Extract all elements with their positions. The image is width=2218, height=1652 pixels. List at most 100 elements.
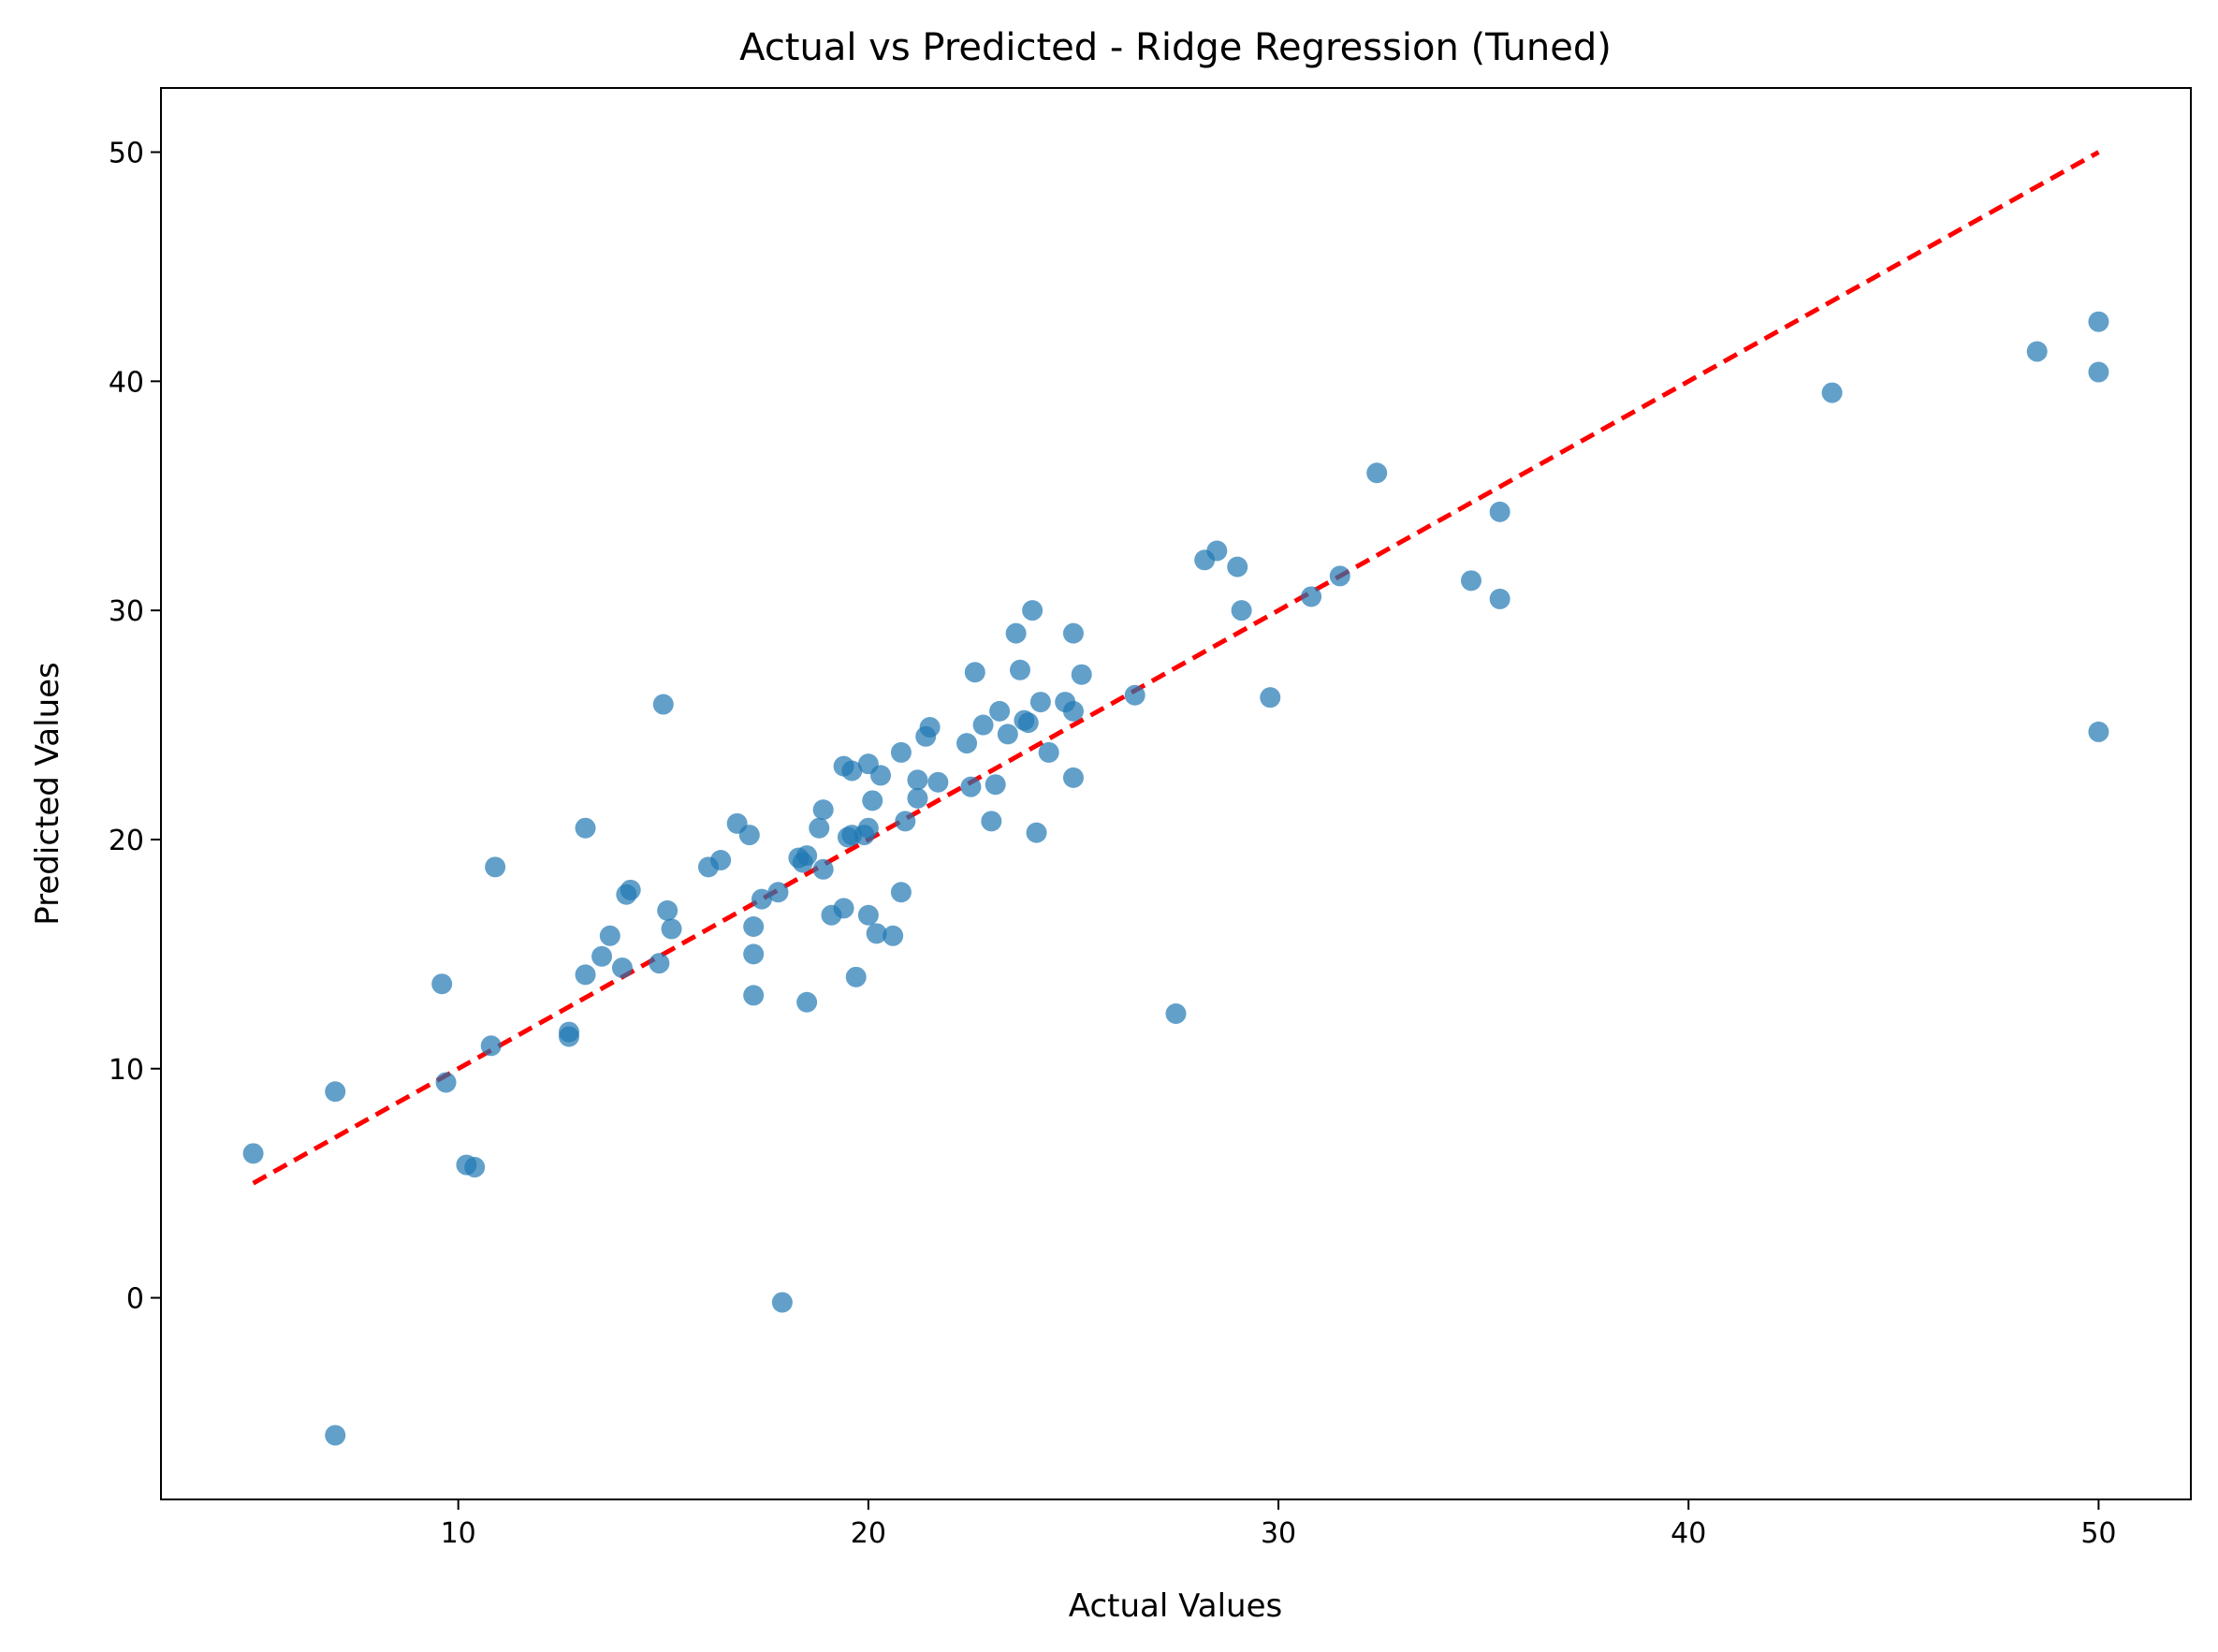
data-point bbox=[771, 1292, 793, 1313]
data-point bbox=[1460, 570, 1481, 592]
data-point bbox=[620, 879, 641, 900]
data-point bbox=[611, 958, 633, 979]
data-point bbox=[927, 771, 949, 793]
y-tick-label: 10 bbox=[109, 1054, 144, 1087]
data-point bbox=[812, 799, 834, 821]
data-point bbox=[956, 733, 978, 754]
y-tick-label: 20 bbox=[109, 825, 144, 857]
x-tick-label: 30 bbox=[1261, 1517, 1296, 1550]
data-point bbox=[1231, 600, 1252, 621]
data-point bbox=[895, 811, 916, 832]
y-tick-label: 40 bbox=[109, 366, 144, 399]
data-point bbox=[1124, 684, 1145, 706]
data-point bbox=[960, 776, 982, 797]
data-point bbox=[841, 760, 863, 782]
data-point bbox=[870, 765, 892, 786]
data-point bbox=[1489, 501, 1510, 522]
data-point bbox=[743, 943, 765, 965]
data-point bbox=[2088, 721, 2109, 742]
data-point bbox=[743, 985, 765, 1006]
x-tick-label: 50 bbox=[2080, 1517, 2116, 1550]
data-point bbox=[866, 923, 887, 944]
data-point bbox=[1062, 622, 1084, 644]
data-point bbox=[857, 817, 879, 839]
data-point bbox=[1022, 600, 1043, 621]
y-axis: 0 10 20 30 40 50 bbox=[109, 138, 161, 1316]
data-point bbox=[649, 953, 670, 974]
plot-area-frame bbox=[160, 87, 2192, 1500]
data-point bbox=[591, 945, 613, 967]
data-point bbox=[1005, 622, 1027, 644]
data-point bbox=[661, 918, 682, 940]
data-point bbox=[1017, 712, 1039, 734]
data-point bbox=[1260, 687, 1281, 709]
data-point bbox=[2088, 311, 2109, 332]
data-point bbox=[485, 856, 506, 878]
data-point bbox=[907, 787, 928, 809]
reference-line bbox=[252, 150, 2100, 1186]
data-point bbox=[1366, 462, 1388, 484]
data-point bbox=[862, 790, 883, 811]
y-tick-label: 50 bbox=[109, 138, 144, 170]
data-point bbox=[1227, 556, 1248, 577]
data-point bbox=[710, 849, 732, 870]
data-point bbox=[1009, 659, 1030, 680]
data-point bbox=[652, 694, 674, 715]
data-point bbox=[1062, 700, 1084, 722]
data-point bbox=[1489, 588, 1510, 609]
data-point bbox=[919, 717, 941, 738]
data-point bbox=[845, 966, 867, 987]
data-point bbox=[1165, 1003, 1187, 1025]
data-point bbox=[575, 964, 596, 986]
data-point bbox=[1062, 767, 1084, 788]
chart-title: Actual vs Predicted - Ridge Regression (… bbox=[739, 26, 1612, 69]
data-point bbox=[972, 714, 994, 736]
data-point bbox=[325, 1425, 346, 1446]
points-layer bbox=[242, 311, 2109, 1446]
x-tick-label: 20 bbox=[851, 1517, 886, 1550]
data-point bbox=[997, 724, 1018, 745]
data-point bbox=[738, 825, 760, 846]
data-point bbox=[480, 1035, 502, 1057]
y-axis-label: Predicted Values bbox=[29, 662, 66, 926]
data-point bbox=[751, 888, 772, 910]
data-point bbox=[431, 973, 453, 995]
data-point bbox=[657, 899, 679, 921]
data-point bbox=[985, 774, 1006, 796]
data-point bbox=[2026, 341, 2048, 362]
data-point bbox=[809, 817, 830, 839]
data-point bbox=[2088, 361, 2109, 383]
data-point bbox=[890, 741, 912, 763]
data-point bbox=[981, 811, 1002, 832]
data-point bbox=[989, 700, 1011, 722]
data-point bbox=[907, 769, 928, 791]
y-tick-label: 30 bbox=[109, 595, 144, 628]
data-point bbox=[857, 904, 879, 926]
data-point bbox=[883, 925, 904, 946]
data-point bbox=[435, 1072, 457, 1093]
data-point bbox=[242, 1143, 264, 1164]
data-point bbox=[1071, 664, 1092, 685]
data-point bbox=[812, 858, 834, 880]
data-point bbox=[1038, 741, 1059, 763]
data-point bbox=[1329, 565, 1350, 587]
data-point bbox=[767, 882, 789, 903]
x-axis-label: Actual Values bbox=[1069, 1587, 1282, 1625]
data-point bbox=[325, 1081, 346, 1103]
data-point bbox=[1026, 822, 1047, 843]
data-point bbox=[964, 662, 985, 683]
data-point bbox=[833, 898, 854, 919]
data-point bbox=[1206, 540, 1228, 562]
x-tick-label: 10 bbox=[441, 1517, 476, 1550]
x-axis: 10 20 30 40 50 bbox=[441, 1499, 2117, 1550]
x-tick-label: 40 bbox=[1671, 1517, 1706, 1550]
data-point bbox=[575, 817, 596, 839]
data-point bbox=[1029, 692, 1051, 713]
data-point bbox=[890, 882, 912, 903]
data-point bbox=[1821, 382, 1843, 403]
y-tick-label: 0 bbox=[126, 1283, 144, 1316]
data-point bbox=[599, 925, 620, 946]
data-point bbox=[558, 1021, 579, 1043]
data-point bbox=[1301, 586, 1322, 607]
